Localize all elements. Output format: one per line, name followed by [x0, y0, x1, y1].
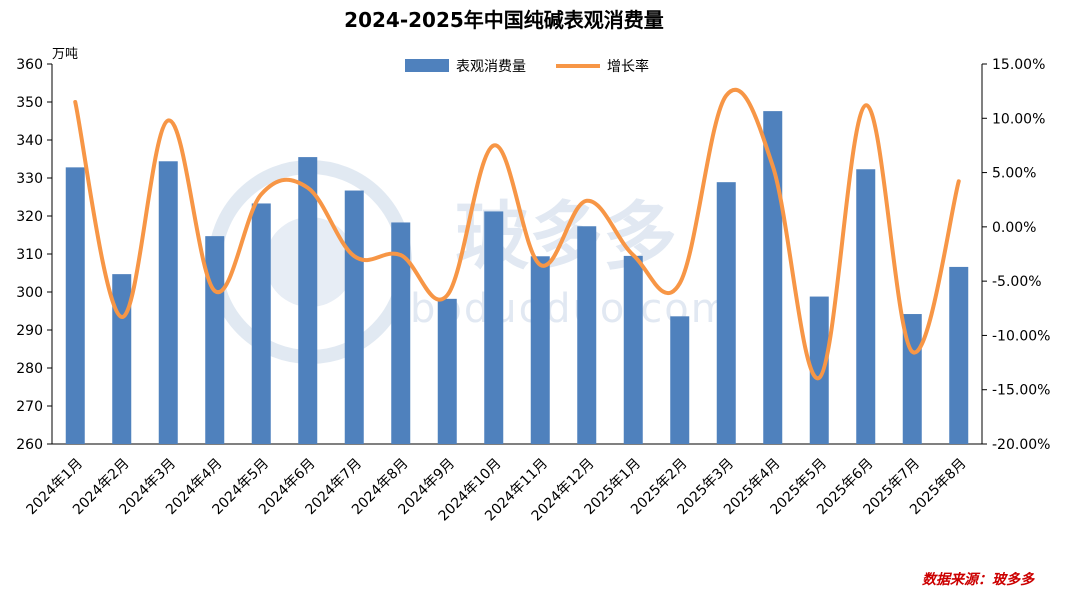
bar: [251, 203, 271, 444]
right-tick-label: 0.00%: [992, 220, 1036, 236]
bar: [623, 255, 643, 444]
legend: 表观消费量 增长率: [405, 58, 649, 75]
bar: [158, 161, 178, 444]
left-axis-ticks: 260 270 280 290 300 310 320 330 340 350 360: [16, 57, 52, 453]
bar: [344, 190, 364, 444]
legend-label-line: 增长率: [607, 58, 649, 75]
bar: [484, 211, 504, 444]
right-tick-label: 10.00%: [992, 111, 1045, 127]
growth-rate-line: [73, 87, 961, 380]
x-axis-labels: 2024年1月2024年2月2024年3月2024年4月2024年5月2024年…: [23, 456, 969, 525]
left-tick-label: 350: [16, 95, 43, 111]
left-tick-label: 310: [16, 247, 43, 263]
legend-label-bar: 表观消费量: [456, 59, 526, 75]
left-tick-label: 360: [16, 57, 43, 73]
bar: [65, 167, 85, 445]
bar: [577, 226, 597, 444]
bar: [437, 298, 457, 444]
left-tick-label: 290: [16, 323, 43, 339]
left-tick-label: 270: [16, 399, 43, 415]
bar: [298, 157, 318, 444]
bar: [716, 182, 736, 444]
bar: [530, 256, 550, 444]
bar: [112, 274, 132, 444]
right-tick-label: -10.00%: [992, 328, 1050, 344]
bar: [809, 296, 829, 444]
bar: [949, 266, 969, 444]
right-tick-label: 15.00%: [992, 57, 1045, 73]
bar: [205, 236, 225, 444]
left-axis-unit: 万吨: [52, 47, 78, 62]
right-tick-label: 5.00%: [992, 166, 1036, 182]
left-tick-label: 300: [16, 285, 43, 301]
left-tick-label: 280: [16, 361, 43, 377]
bar: [670, 316, 690, 444]
left-tick-label: 260: [16, 437, 43, 453]
bar: [391, 222, 411, 444]
left-tick-label: 320: [16, 209, 43, 225]
bar-series: [65, 111, 969, 445]
right-tick-label: -20.00%: [992, 437, 1050, 453]
right-tick-label: -15.00%: [992, 383, 1050, 399]
right-tick-label: -5.00%: [992, 274, 1042, 290]
legend-swatch-bar: [405, 59, 449, 72]
data-source: 数据来源：玻多多: [922, 571, 1035, 588]
bar: [856, 169, 876, 444]
left-tick-label: 330: [16, 171, 43, 187]
chart-title: 2024-2025年中国纯碱表观消费量: [344, 8, 664, 32]
right-axis-ticks: -20.00% -15.00% -10.00% -5.00% 0.00% 5.00% 10.…: [982, 57, 1050, 453]
left-tick-label: 340: [16, 133, 43, 149]
